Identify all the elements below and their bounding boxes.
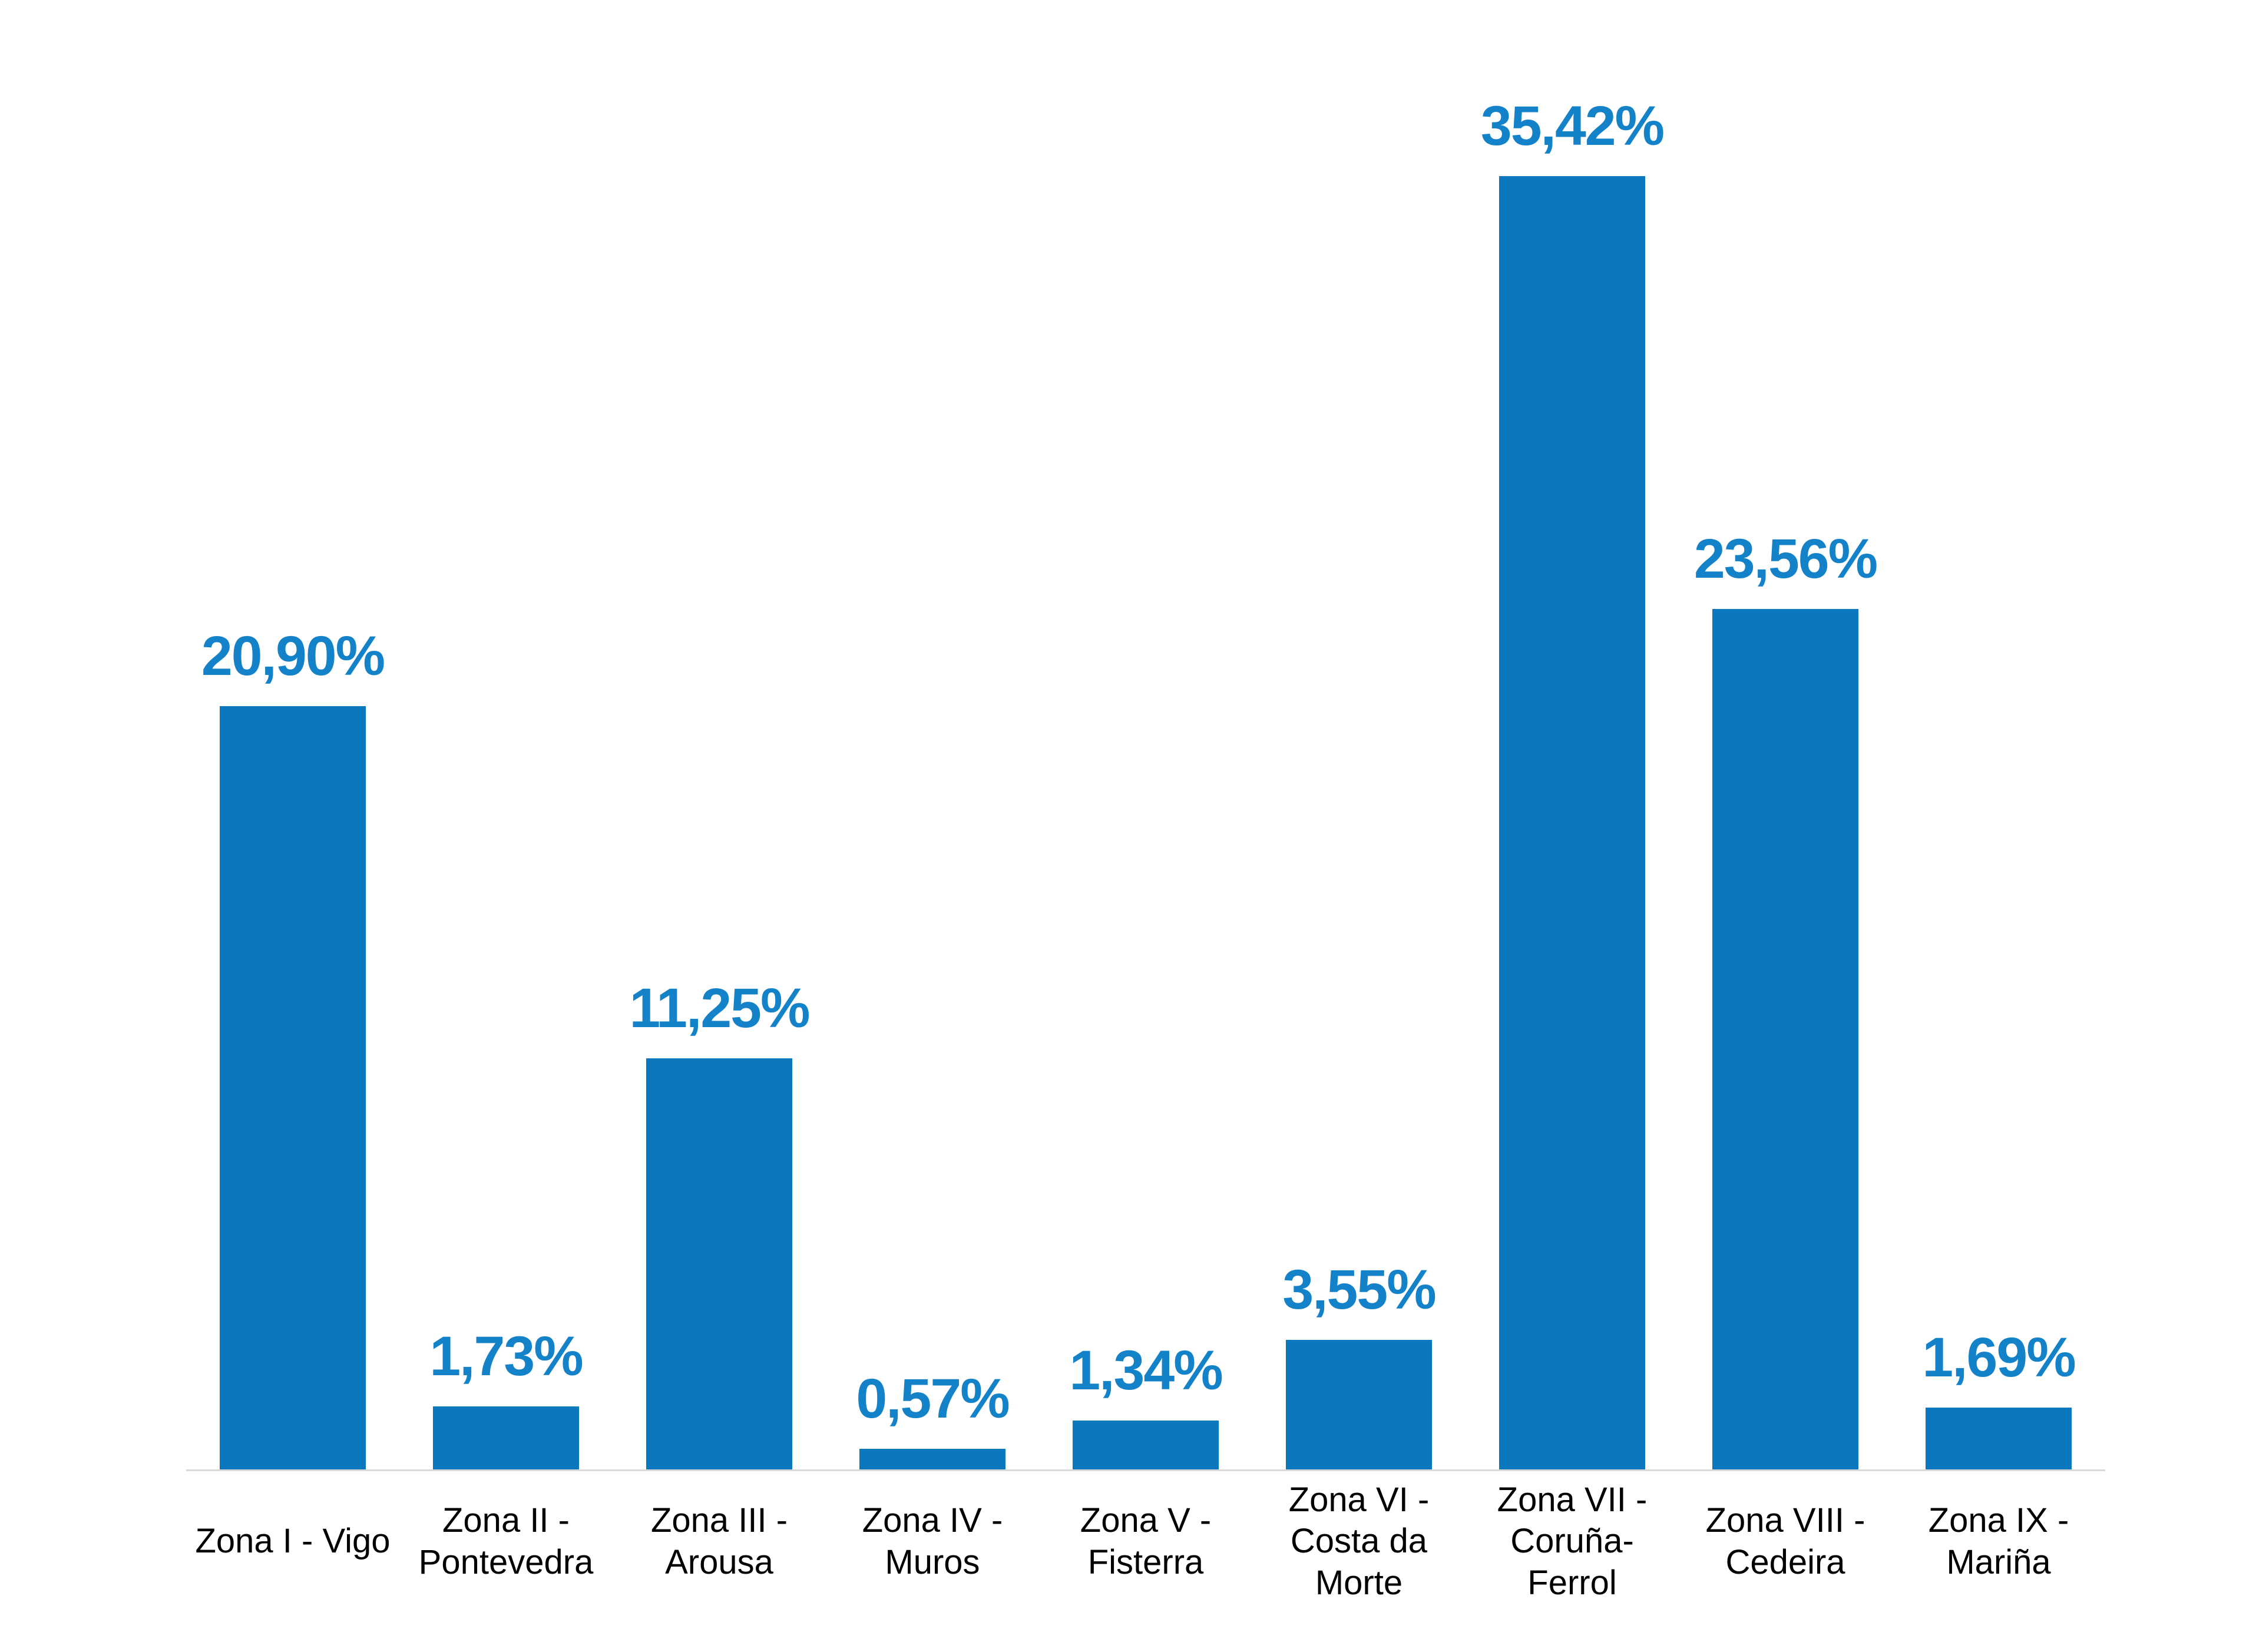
bar: [859, 1449, 1005, 1469]
bar: [220, 706, 366, 1469]
x-axis-label: Zona IV - Muros: [862, 1501, 1003, 1581]
x-axis-label: Zona I - Vigo: [195, 1522, 391, 1561]
bar-value-label: 20,90%: [201, 625, 385, 687]
bar: [1712, 609, 1858, 1469]
bar: [1073, 1421, 1219, 1469]
bar-value-label: 23,56%: [1693, 528, 1878, 590]
x-axis-labels: Zona I - Vigo Zona II - Pontevedra Zona II…: [186, 1472, 2105, 1611]
x-axis-label: Zona VIII - Cedeira: [1705, 1501, 1865, 1581]
bar-value-label: 11,25%: [629, 977, 811, 1039]
x-axis-label: Zona V - Fisterra: [1080, 1501, 1212, 1581]
bar-value-label: 1,73%: [429, 1325, 583, 1388]
bar-column: 1,34%: [1039, 0, 1252, 1469]
bar-column: 35,42%: [1466, 0, 1679, 1469]
bar-column: 3,55%: [1252, 0, 1466, 1469]
bar-column: 1,73%: [399, 0, 613, 1469]
bar-column: 0,57%: [826, 0, 1039, 1469]
bar-value-label: 35,42%: [1480, 95, 1665, 157]
bar-value-label: 3,55%: [1282, 1259, 1436, 1321]
bar: [646, 1058, 792, 1469]
x-axis-label: Zona VI - Costa da Morte: [1288, 1481, 1430, 1602]
x-axis-line: [186, 1469, 2105, 1471]
x-axis-label: Zona III - Arousa: [650, 1501, 788, 1581]
bar: [433, 1406, 579, 1469]
x-axis-label: Zona II - Pontevedra: [418, 1501, 594, 1581]
x-axis-label: Zona IX - Mariña: [1928, 1501, 2069, 1581]
bar: [1499, 176, 1645, 1469]
bar-column: 1,69%: [1892, 0, 2105, 1469]
bar-column: 20,90%: [186, 0, 399, 1469]
plot-area: 20,90% 1,73% 11,25% 0,57% 1,34% 3,55% 35,42% 23…: [186, 0, 2105, 1469]
bar-value-label: 1,69%: [1922, 1326, 2076, 1389]
bar: [1286, 1340, 1432, 1469]
bar: [1926, 1408, 2072, 1469]
x-axis-label: Zona VII - Coruña- Ferrol: [1497, 1481, 1648, 1602]
bar-value-label: 1,34%: [1069, 1339, 1223, 1402]
bar-value-label: 0,57%: [856, 1368, 1010, 1430]
bar-column: 11,25%: [613, 0, 826, 1469]
bar-column: 23,56%: [1679, 0, 1892, 1469]
